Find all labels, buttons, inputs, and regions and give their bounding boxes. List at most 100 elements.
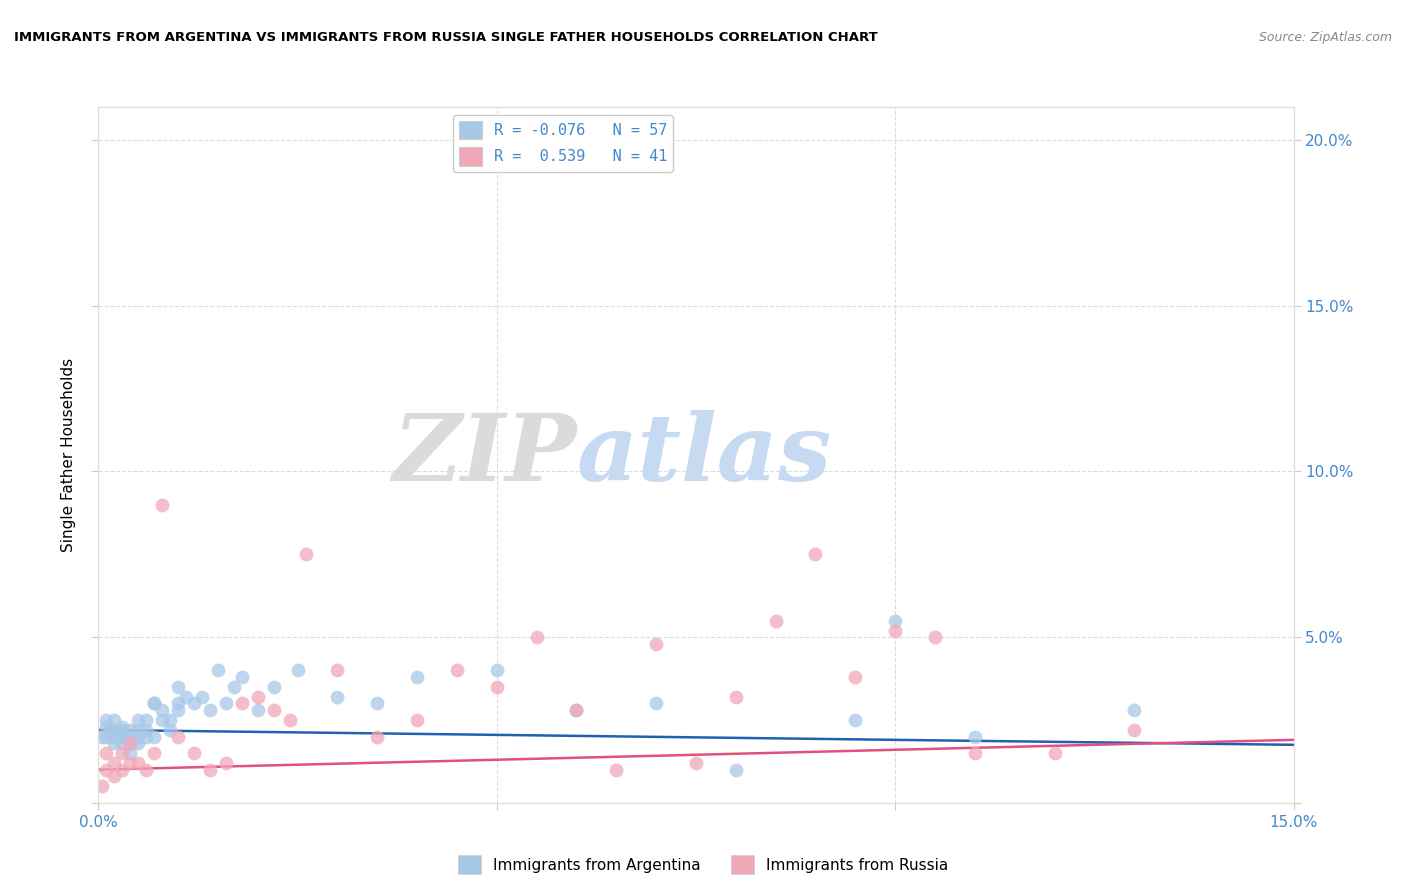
Point bbox=[159, 713, 181, 727]
Point bbox=[207, 663, 229, 677]
Point bbox=[127, 730, 149, 744]
Point bbox=[191, 690, 214, 704]
Point bbox=[366, 697, 388, 711]
Point bbox=[645, 697, 668, 711]
Point bbox=[406, 713, 429, 727]
Point bbox=[167, 730, 190, 744]
Point bbox=[485, 680, 508, 694]
Point bbox=[198, 703, 221, 717]
Point bbox=[167, 697, 190, 711]
Point bbox=[884, 614, 907, 628]
Point bbox=[605, 763, 627, 777]
Legend: R = -0.076   N = 57, R =  0.539   N = 41: R = -0.076 N = 57, R = 0.539 N = 41 bbox=[453, 115, 673, 172]
Text: IMMIGRANTS FROM ARGENTINA VS IMMIGRANTS FROM RUSSIA SINGLE FATHER HOUSEHOLDS COR: IMMIGRANTS FROM ARGENTINA VS IMMIGRANTS … bbox=[14, 31, 877, 45]
Point bbox=[685, 756, 707, 770]
Point bbox=[91, 730, 114, 744]
Point bbox=[724, 690, 747, 704]
Point bbox=[215, 756, 238, 770]
Point bbox=[884, 624, 907, 638]
Point bbox=[127, 736, 149, 750]
Point bbox=[100, 723, 122, 737]
Point bbox=[222, 680, 245, 694]
Point bbox=[135, 723, 157, 737]
Point bbox=[366, 730, 388, 744]
Point bbox=[645, 637, 668, 651]
Point bbox=[215, 697, 238, 711]
Point bbox=[231, 670, 253, 684]
Point bbox=[120, 746, 142, 760]
Point bbox=[287, 663, 309, 677]
Point bbox=[143, 697, 166, 711]
Point bbox=[103, 756, 125, 770]
Point bbox=[103, 736, 125, 750]
Point bbox=[127, 723, 149, 737]
Point bbox=[111, 730, 134, 744]
Point bbox=[127, 713, 149, 727]
Y-axis label: Single Father Households: Single Father Households bbox=[60, 358, 76, 552]
Point bbox=[150, 498, 173, 512]
Point bbox=[724, 763, 747, 777]
Point bbox=[111, 746, 134, 760]
Point bbox=[150, 713, 173, 727]
Point bbox=[135, 730, 157, 744]
Point bbox=[1043, 746, 1066, 760]
Point bbox=[278, 713, 301, 727]
Point bbox=[565, 703, 588, 717]
Point bbox=[765, 614, 787, 628]
Point bbox=[91, 779, 114, 793]
Legend: Immigrants from Argentina, Immigrants from Russia: Immigrants from Argentina, Immigrants fr… bbox=[451, 849, 955, 880]
Point bbox=[103, 769, 125, 783]
Point bbox=[167, 680, 190, 694]
Point bbox=[963, 730, 986, 744]
Point bbox=[96, 730, 118, 744]
Point bbox=[526, 630, 548, 644]
Point bbox=[120, 723, 142, 737]
Point bbox=[565, 703, 588, 717]
Point bbox=[96, 746, 118, 760]
Point bbox=[103, 713, 125, 727]
Point bbox=[96, 713, 118, 727]
Point bbox=[804, 547, 827, 561]
Point bbox=[183, 746, 205, 760]
Point bbox=[143, 746, 166, 760]
Point bbox=[246, 703, 269, 717]
Point bbox=[111, 736, 134, 750]
Text: Source: ZipAtlas.com: Source: ZipAtlas.com bbox=[1258, 31, 1392, 45]
Point bbox=[446, 663, 468, 677]
Point bbox=[159, 723, 181, 737]
Point bbox=[107, 730, 129, 744]
Point bbox=[120, 736, 142, 750]
Point bbox=[844, 713, 866, 727]
Point bbox=[120, 736, 142, 750]
Text: atlas: atlas bbox=[576, 410, 832, 500]
Point bbox=[143, 697, 166, 711]
Point bbox=[485, 663, 508, 677]
Point bbox=[263, 703, 285, 717]
Point bbox=[103, 723, 125, 737]
Point bbox=[111, 720, 134, 734]
Point bbox=[844, 670, 866, 684]
Point bbox=[127, 756, 149, 770]
Point bbox=[103, 730, 125, 744]
Point bbox=[111, 723, 134, 737]
Point bbox=[246, 690, 269, 704]
Point bbox=[120, 756, 142, 770]
Point bbox=[183, 697, 205, 711]
Point bbox=[167, 703, 190, 717]
Point bbox=[1123, 703, 1146, 717]
Point bbox=[174, 690, 197, 704]
Point bbox=[135, 763, 157, 777]
Text: ZIP: ZIP bbox=[392, 410, 576, 500]
Point bbox=[326, 663, 349, 677]
Point bbox=[294, 547, 316, 561]
Point bbox=[326, 690, 349, 704]
Point bbox=[263, 680, 285, 694]
Point bbox=[111, 763, 134, 777]
Point bbox=[231, 697, 253, 711]
Point bbox=[96, 720, 118, 734]
Point bbox=[143, 730, 166, 744]
Point bbox=[963, 746, 986, 760]
Point bbox=[924, 630, 946, 644]
Point bbox=[120, 730, 142, 744]
Point bbox=[1123, 723, 1146, 737]
